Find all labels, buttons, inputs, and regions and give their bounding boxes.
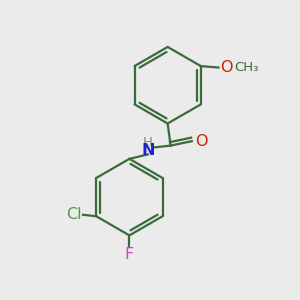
- Text: CH₃: CH₃: [235, 61, 259, 74]
- Text: H: H: [143, 136, 153, 149]
- Text: O: O: [220, 60, 233, 75]
- Text: N: N: [141, 143, 155, 158]
- Text: F: F: [125, 247, 134, 262]
- Text: Cl: Cl: [66, 207, 82, 222]
- Text: O: O: [195, 134, 208, 149]
